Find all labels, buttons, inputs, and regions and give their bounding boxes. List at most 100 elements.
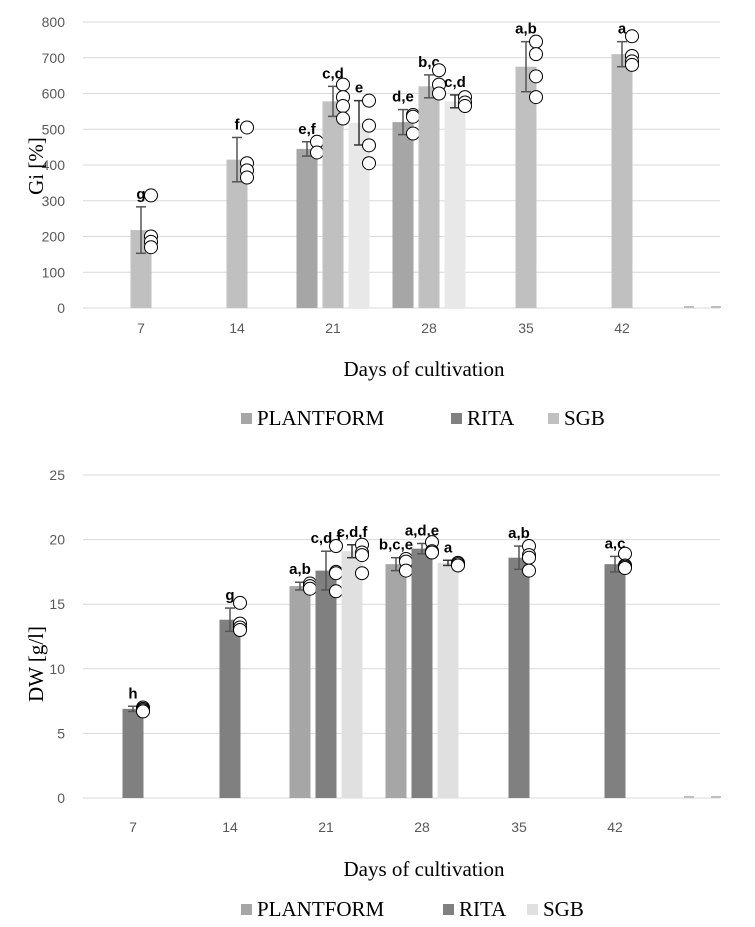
- legend-swatch-plantform: [241, 413, 252, 424]
- gi-bar-plantform-day-21: [296, 148, 318, 308]
- gi-significance-letter: a: [618, 21, 627, 38]
- legend-label-rita: RITA: [467, 406, 515, 430]
- gi-y-tick-label: 600: [42, 86, 66, 102]
- dw-x-tick-label: 7: [129, 819, 137, 835]
- dw-bar-plantform-day-21: [289, 586, 311, 798]
- gi-data-point: [406, 126, 420, 141]
- dw-data-point: [618, 561, 632, 576]
- dw-data-point: [399, 563, 413, 578]
- gi-data-point: [458, 99, 472, 114]
- dw-x-tick-label: 28: [414, 819, 430, 835]
- dw-data-point: [329, 539, 343, 554]
- gi-data-point: [529, 34, 543, 49]
- gi-y-axis-title: Gi [%]: [24, 137, 48, 195]
- dw-y-tick-label: 20: [49, 532, 65, 548]
- gi-data-point: [144, 240, 158, 255]
- dw-data-point: [618, 546, 632, 561]
- gi-significance-letter: c,d: [444, 74, 466, 91]
- gi-data-point: [144, 188, 158, 203]
- gi-y-tick-label: 500: [42, 121, 66, 137]
- gi-significance-letter: f: [235, 116, 241, 133]
- gi-x-tick-label: 35: [518, 320, 534, 336]
- gi-x-tick-label: 7: [137, 320, 145, 336]
- dw-bar-rita-day-14: [219, 619, 241, 798]
- dw-bar-sgb-day-21: [341, 551, 363, 798]
- dw-data-point: [303, 581, 317, 596]
- gi-legend: PLANTFORM RITA SGB: [241, 406, 605, 430]
- dw-data-point: [355, 566, 369, 581]
- dw-y-axis-title: DW [g/l]: [24, 626, 48, 702]
- dw-bar-rita-day-21: [315, 570, 337, 798]
- dw-bar-rita-day-7: [122, 708, 144, 798]
- dw-data-point: [451, 558, 465, 573]
- gi-data-point: [625, 57, 639, 72]
- gi-x-tick-label: 21: [325, 320, 341, 336]
- dw-data-point: [329, 584, 343, 599]
- gi-significance-letter: c,d: [322, 65, 344, 82]
- gi-data-point: [310, 145, 324, 160]
- gi-bar-plantform-day-28: [392, 122, 414, 308]
- dw-significance-letter: b,c,e: [379, 537, 413, 554]
- gi-data-point: [336, 111, 350, 126]
- dw-x-tick-label: 14: [222, 819, 238, 835]
- gi-chart: 0 100 200 300 400 500 600 700 800 7 14 21 28 35 42 g f e,…: [42, 14, 721, 336]
- gi-significance-letter: g: [136, 186, 145, 203]
- dw-legend: PLANTFORM RITA SGB: [241, 897, 584, 921]
- dw-significance-letter: c,d,f: [337, 524, 369, 541]
- dw-bar-sgb-day-28: [437, 562, 459, 798]
- gi-significance-letter: e: [355, 80, 363, 97]
- legend-label-sgb: SGB: [564, 406, 605, 430]
- dw-significance-letter: a: [444, 539, 453, 556]
- dw-y-tick-label: 0: [57, 790, 65, 806]
- gi-data-point: [529, 47, 543, 62]
- gi-bar-extra-day-28: [444, 101, 466, 309]
- dw-x-tick-label: 21: [318, 819, 334, 835]
- dw-significance-letter: a,b: [289, 561, 311, 578]
- gi-y-tick-label: 100: [42, 264, 66, 280]
- gi-data-point: [362, 93, 376, 108]
- gi-data-point: [432, 63, 446, 78]
- gi-significance-letter: e,f: [298, 121, 317, 138]
- gi-data-point: [529, 90, 543, 105]
- gi-bar-sgb-day-35: [515, 66, 537, 308]
- gi-data-point: [336, 77, 350, 92]
- legend-label-plantform: PLANTFORM: [257, 406, 385, 430]
- dw-y-tick-label: 5: [57, 725, 65, 741]
- legend-swatch-sgb: [548, 413, 559, 424]
- gi-significance-letter: d,e: [392, 89, 414, 106]
- gi-x-tick-label: 42: [614, 320, 630, 336]
- dw-significance-letter: a,c: [605, 535, 626, 552]
- dw-y-tick-label: 15: [49, 596, 65, 612]
- gi-y-tick-label: 200: [42, 229, 66, 245]
- dw-bar-plantform-day-28: [385, 564, 407, 798]
- legend-label-plantform: PLANTFORM: [257, 897, 385, 921]
- dw-bar-rita-day-42: [604, 564, 626, 798]
- gi-data-point: [336, 99, 350, 114]
- gi-data-point: [406, 109, 420, 124]
- gi-bar-sgb-day-21: [322, 101, 344, 309]
- gi-y-tick-label: 300: [42, 193, 66, 209]
- gi-y-tick-label: 700: [42, 50, 66, 66]
- gi-x-tick-label: 14: [229, 320, 245, 336]
- gi-data-point: [362, 138, 376, 153]
- gi-y-tick-label: 800: [42, 14, 66, 30]
- gi-data-point: [362, 118, 376, 133]
- gi-bar-sgb-day-42: [611, 54, 633, 308]
- gi-x-axis-title: Days of cultivation: [344, 357, 505, 381]
- dw-bar-rita-day-35: [508, 557, 530, 798]
- dw-data-point: [425, 545, 439, 560]
- legend-swatch-sgb: [527, 904, 538, 915]
- gi-bar-sgb-day-14: [226, 159, 248, 308]
- gi-bar-extra-day-21: [348, 122, 370, 308]
- dw-data-point: [355, 548, 369, 563]
- dw-y-tick-label: 25: [49, 467, 65, 483]
- legend-swatch-rita: [443, 904, 454, 915]
- legend-label-rita: RITA: [459, 897, 507, 921]
- dw-significance-letter: g: [225, 587, 234, 604]
- gi-significance-letter: a,b: [515, 21, 537, 38]
- legend-label-sgb: SGB: [543, 897, 584, 921]
- gi-y-tick-label: 0: [57, 300, 65, 316]
- gi-bar-sgb-day-28: [418, 86, 440, 308]
- dw-data-point: [136, 704, 150, 719]
